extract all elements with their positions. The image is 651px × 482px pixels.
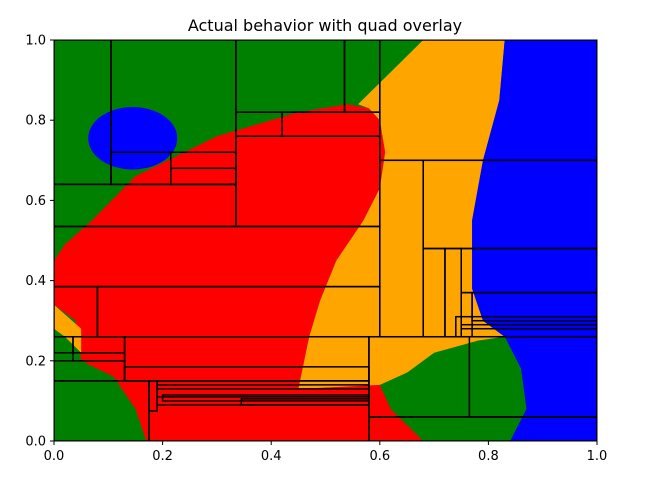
x-tick-label: 0.8 xyxy=(478,449,499,464)
region-orange-2 xyxy=(298,40,505,389)
y-tick-label: 0.4 xyxy=(25,274,46,289)
region-green-5 xyxy=(390,336,527,441)
region-red-1 xyxy=(54,104,424,441)
axes: 0.0 0.2 0.4 0.6 0.8 1.0 0.0 0.2 0.4 0.6 0.8 1.0 xyxy=(25,34,607,465)
y-tick-label: 0.0 xyxy=(25,435,46,450)
quad-rect xyxy=(368,416,597,441)
y-tick-label: 1.0 xyxy=(25,34,46,49)
x-tick-label: 0.4 xyxy=(261,449,282,464)
x-tick-label: 0.0 xyxy=(44,449,65,464)
x-tick-label: 0.2 xyxy=(152,449,173,464)
x-tick-label: 1.0 xyxy=(587,449,608,464)
axes-frame xyxy=(53,39,598,442)
x-tick-label: 0.6 xyxy=(369,449,390,464)
y-tick-label: 0.8 xyxy=(25,114,46,129)
region-blue-4 xyxy=(472,40,597,441)
chart-title: Actual behavior with quad overlay xyxy=(188,16,462,35)
region-blue-blob xyxy=(88,106,178,170)
y-tick-label: 0.2 xyxy=(25,354,46,369)
y-tick-label: 0.6 xyxy=(25,194,46,209)
plot-area xyxy=(54,40,597,441)
quad-rect xyxy=(460,323,597,330)
region-orange-3 xyxy=(54,304,82,353)
